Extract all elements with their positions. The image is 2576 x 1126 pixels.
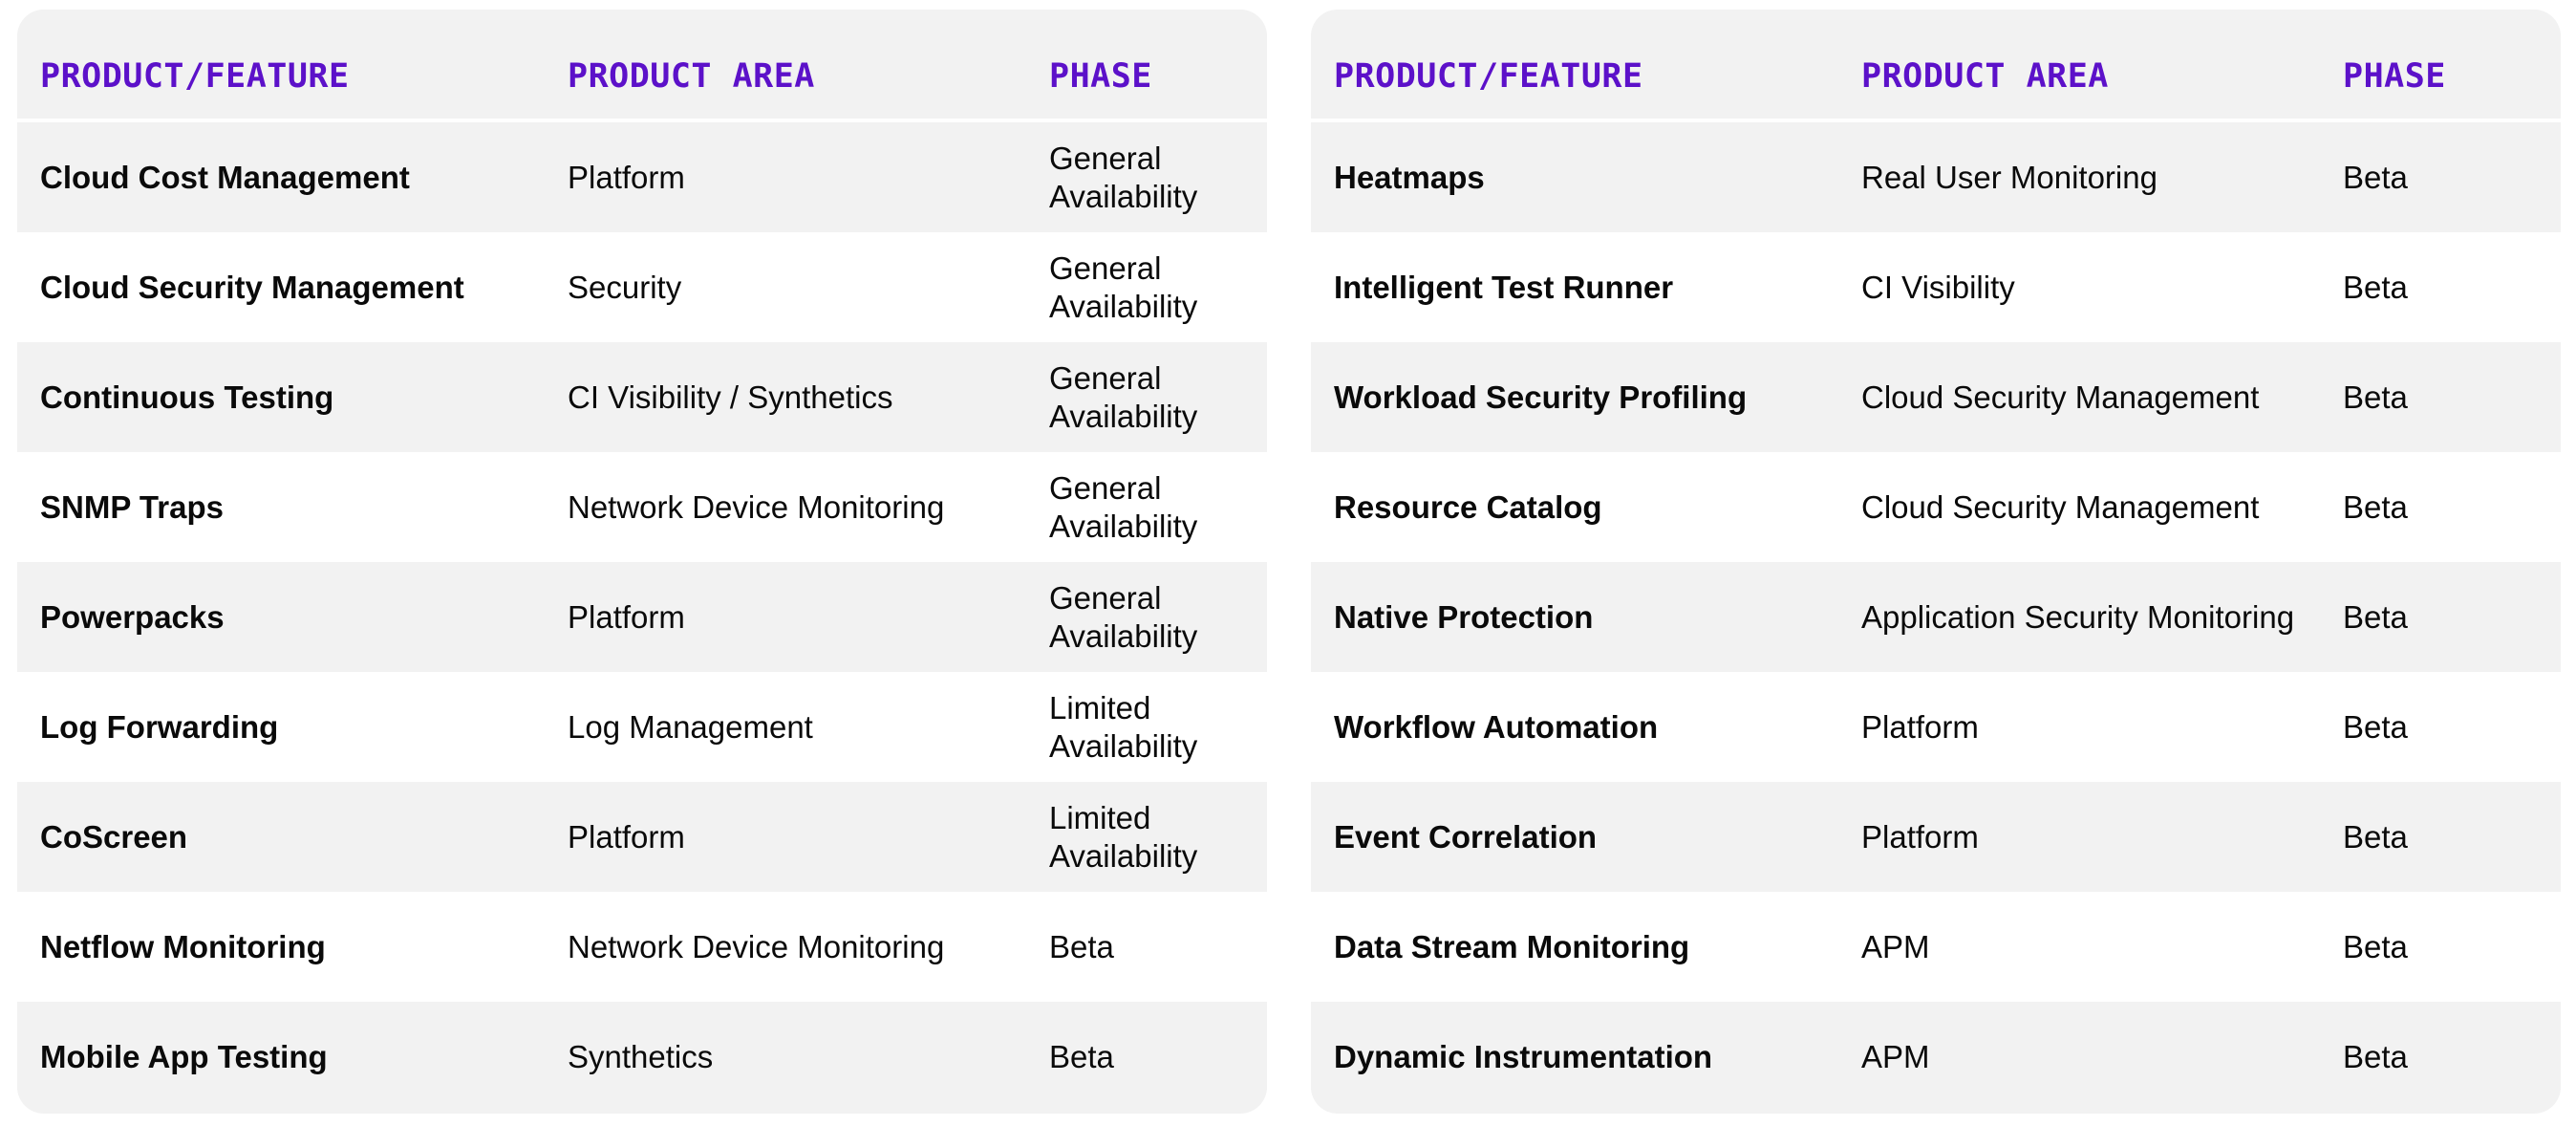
- table-row: Dynamic Instrumentation APM Beta: [1311, 1002, 2561, 1112]
- left-table: PRODUCT/FEATURE PRODUCT AREA PHASE Cloud…: [17, 10, 1267, 1114]
- feature-cell: SNMP Traps: [40, 488, 224, 525]
- right-table: PRODUCT/FEATURE PRODUCT AREA PHASE Heatm…: [1311, 10, 2561, 1114]
- feature-cell: Continuous Testing: [40, 379, 334, 415]
- table-body: Cloud Cost Management Platform General A…: [17, 122, 1267, 1112]
- phase-cell: Beta: [2343, 379, 2408, 415]
- feature-cell: CoScreen: [40, 818, 188, 855]
- table-header: PRODUCT/FEATURE PRODUCT AREA PHASE: [17, 10, 1267, 122]
- header-product-feature: PRODUCT/FEATURE: [1334, 57, 1643, 96]
- phase-cell: General Availability: [1049, 579, 1198, 654]
- table-row: Workload Security Profiling Cloud Securi…: [1311, 342, 2561, 452]
- area-cell: Platform: [568, 598, 685, 635]
- table-row: Log Forwarding Log Management Limited Av…: [17, 672, 1267, 782]
- table-row: Continuous Testing CI Visibility / Synth…: [17, 342, 1267, 452]
- table-row: Intelligent Test Runner CI Visibility Be…: [1311, 232, 2561, 342]
- header-product-area: PRODUCT AREA: [1861, 57, 2109, 96]
- table-row: CoScreen Platform Limited Availability: [17, 782, 1267, 892]
- table-row: Netflow Monitoring Network Device Monito…: [17, 892, 1267, 1002]
- area-cell: APM: [1861, 1038, 1930, 1074]
- table-row: Event Correlation Platform Beta: [1311, 782, 2561, 892]
- phase-cell: Beta: [2343, 928, 2408, 964]
- phase-cell: Beta: [2343, 818, 2408, 855]
- area-cell: APM: [1861, 928, 1930, 964]
- phase-cell: General Availability: [1049, 469, 1198, 544]
- area-cell: Platform: [1861, 708, 1979, 745]
- feature-cell: Cloud Cost Management: [40, 159, 410, 195]
- table-row: Native Protection Application Security M…: [1311, 562, 2561, 672]
- header-product-area: PRODUCT AREA: [568, 57, 815, 96]
- table-row: Heatmaps Real User Monitoring Beta: [1311, 122, 2561, 232]
- phase-cell: Limited Availability: [1049, 689, 1198, 764]
- area-cell: Application Security Monitoring: [1861, 598, 2295, 635]
- feature-cell: Native Protection: [1334, 598, 1594, 635]
- area-cell: Synthetics: [568, 1038, 714, 1074]
- area-cell: Platform: [568, 159, 685, 195]
- table-row: Resource Catalog Cloud Security Manageme…: [1311, 452, 2561, 562]
- header-phase: PHASE: [2343, 57, 2446, 96]
- feature-cell: Resource Catalog: [1334, 488, 1602, 525]
- area-cell: Network Device Monitoring: [568, 488, 945, 525]
- area-cell: Security: [568, 269, 682, 305]
- phase-cell: Beta: [2343, 269, 2408, 305]
- header-product-feature: PRODUCT/FEATURE: [40, 57, 350, 96]
- area-cell: Platform: [1861, 818, 1979, 855]
- area-cell: CI Visibility: [1861, 269, 2015, 305]
- phase-cell: General Availability: [1049, 140, 1198, 214]
- feature-cell: Log Forwarding: [40, 708, 279, 745]
- feature-cell: Mobile App Testing: [40, 1038, 328, 1074]
- phase-cell: Beta: [2343, 598, 2408, 635]
- feature-cell: Event Correlation: [1334, 818, 1598, 855]
- table-row: Cloud Security Management Security Gener…: [17, 232, 1267, 342]
- phase-cell: Limited Availability: [1049, 799, 1198, 874]
- phase-cell: Beta: [2343, 488, 2408, 525]
- phase-cell: Beta: [1049, 928, 1114, 964]
- area-cell: Cloud Security Management: [1861, 379, 2260, 415]
- feature-cell: Data Stream Monitoring: [1334, 928, 1690, 964]
- area-cell: Platform: [568, 818, 685, 855]
- feature-cell: Heatmaps: [1334, 159, 1485, 195]
- table-row: Data Stream Monitoring APM Beta: [1311, 892, 2561, 1002]
- phase-cell: General Availability: [1049, 249, 1198, 324]
- feature-cell: Powerpacks: [40, 598, 225, 635]
- feature-cell: Intelligent Test Runner: [1334, 269, 1674, 305]
- area-cell: Log Management: [568, 708, 813, 745]
- phase-cell: General Availability: [1049, 359, 1198, 434]
- table-row: SNMP Traps Network Device Monitoring Gen…: [17, 452, 1267, 562]
- area-cell: CI Visibility / Synthetics: [568, 379, 893, 415]
- area-cell: Network Device Monitoring: [568, 928, 945, 964]
- area-cell: Cloud Security Management: [1861, 488, 2260, 525]
- feature-cell: Dynamic Instrumentation: [1334, 1038, 1713, 1074]
- feature-cell: Workload Security Profiling: [1334, 379, 1748, 415]
- phase-cell: Beta: [2343, 1038, 2408, 1074]
- feature-cell: Netflow Monitoring: [40, 928, 326, 964]
- table-row: Cloud Cost Management Platform General A…: [17, 122, 1267, 232]
- table-body: Heatmaps Real User Monitoring Beta Intel…: [1311, 122, 2561, 1112]
- table-row: Powerpacks Platform General Availability: [17, 562, 1267, 672]
- phase-cell: Beta: [2343, 708, 2408, 745]
- table-header: PRODUCT/FEATURE PRODUCT AREA PHASE: [1311, 10, 2561, 122]
- area-cell: Real User Monitoring: [1861, 159, 2157, 195]
- phase-cell: Beta: [1049, 1038, 1114, 1074]
- feature-cell: Workflow Automation: [1334, 708, 1659, 745]
- feature-cell: Cloud Security Management: [40, 269, 464, 305]
- header-phase: PHASE: [1049, 57, 1152, 96]
- table-row: Mobile App Testing Synthetics Beta: [17, 1002, 1267, 1112]
- phase-cell: Beta: [2343, 159, 2408, 195]
- table-row: Workflow Automation Platform Beta: [1311, 672, 2561, 782]
